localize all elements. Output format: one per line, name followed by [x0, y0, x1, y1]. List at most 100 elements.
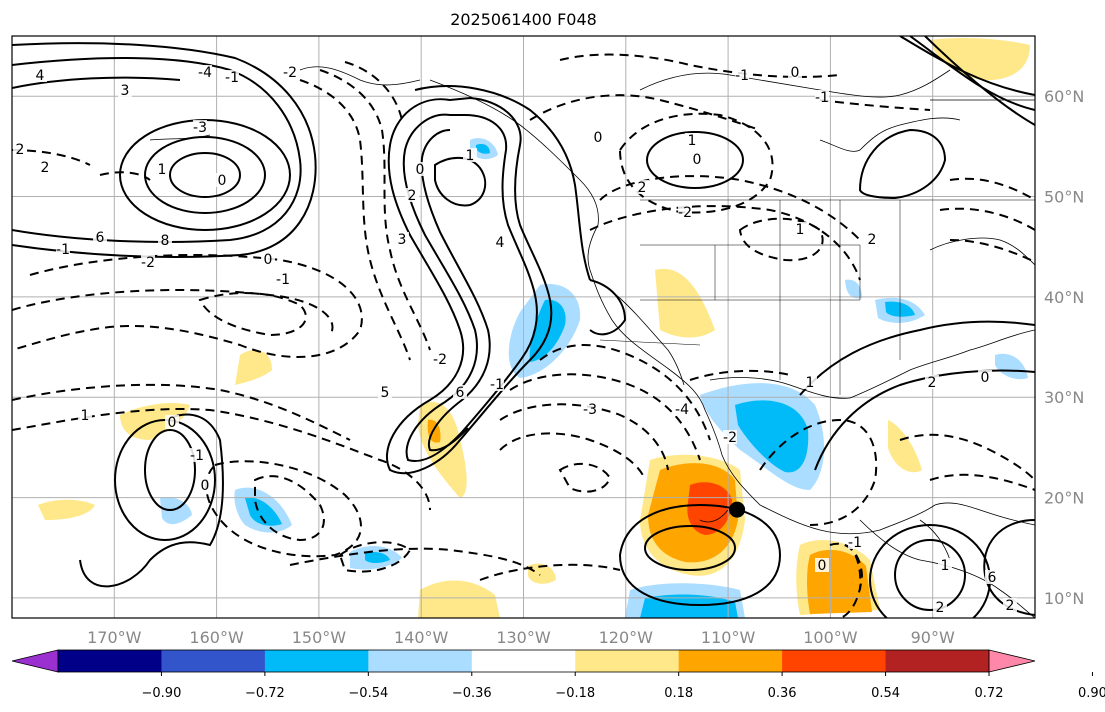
contour-label: -2	[723, 430, 737, 446]
contour-label-bg	[395, 232, 409, 246]
contour-label-bg	[675, 402, 689, 416]
contour-label-bg	[815, 90, 829, 104]
shade-negative-area	[735, 400, 809, 473]
contour-label: 5	[381, 385, 390, 401]
contour-label: 8	[161, 233, 170, 249]
colorbar-segment	[678, 650, 783, 672]
contour-line	[929, 473, 1035, 491]
contour-label-bg	[635, 180, 649, 194]
contour-line	[558, 462, 612, 493]
contour-label-bg	[690, 152, 704, 166]
colorbar-segment	[58, 650, 162, 672]
contour-line	[539, 344, 711, 441]
contour-label-bg	[158, 233, 172, 247]
contour-label-bg	[678, 205, 692, 219]
contour-line	[814, 369, 1035, 471]
contour-label: 1	[81, 408, 90, 424]
shade-negative-area	[476, 143, 490, 154]
contour-label: 0	[818, 558, 827, 574]
colorbar-tick-label: 0.72	[975, 686, 1004, 701]
contour-label: -1	[225, 70, 239, 86]
colorbar-segment	[885, 650, 990, 672]
contour-label: -2	[283, 65, 297, 81]
contour-label: 1	[796, 222, 805, 238]
contour-label: 0	[416, 162, 425, 178]
contour-label: 2	[638, 180, 647, 196]
contour-line	[12, 254, 363, 358]
contour-label-bg	[723, 430, 737, 444]
contour-label: 3	[121, 83, 130, 99]
contour-label: 6	[988, 570, 997, 586]
shade-positive-area	[687, 482, 732, 535]
contour-label-bg	[493, 235, 507, 249]
latitude-label: 60°N	[1044, 87, 1084, 106]
contour-label: 2	[868, 232, 877, 248]
contour-line	[499, 432, 646, 481]
colorbar-arrow-high	[988, 649, 1036, 673]
contour-line	[844, 544, 862, 591]
contour-line	[799, 320, 1035, 396]
contour-label: -4	[198, 65, 212, 81]
contour-line	[894, 539, 966, 611]
longitude-label: 120°W	[599, 628, 654, 647]
contour-label-bg	[938, 558, 952, 572]
contour-line	[644, 525, 736, 571]
map-title: 2025061400 F048	[450, 10, 597, 29]
contour-line	[12, 383, 351, 441]
longitude-label: 170°W	[87, 628, 142, 647]
contour-line	[99, 171, 151, 181]
contour-label-bg	[803, 375, 817, 389]
contour-label-bg	[815, 558, 829, 572]
contour-label: -1	[490, 377, 504, 393]
colorbar-tick-label: −0.36	[452, 686, 492, 701]
contour-label: -4	[675, 402, 689, 418]
longitude-label: 100°W	[803, 628, 858, 647]
colorbar-segment	[782, 650, 887, 672]
contour-line	[79, 413, 224, 588]
contour-line	[829, 542, 864, 618]
contour-label: -3	[193, 120, 207, 136]
contour-line	[618, 112, 774, 214]
contour-label: 0	[693, 152, 702, 168]
contour-label: -1	[848, 535, 862, 551]
contour-label: 1	[941, 558, 950, 574]
contour-label-bg	[190, 448, 204, 462]
contour-label-bg	[453, 385, 467, 399]
contour-label: -1	[735, 68, 749, 84]
contour-label-bg	[13, 142, 27, 156]
longitude-label: 130°W	[496, 628, 551, 647]
shade-positive-area	[235, 350, 272, 385]
shade-positive-area	[528, 563, 556, 584]
contour-line	[144, 136, 266, 214]
latitude-label: 40°N	[1044, 288, 1084, 307]
contour-label: -1	[56, 242, 70, 258]
contour-line	[169, 152, 241, 198]
contour-line	[646, 131, 744, 189]
contour-label-bg	[788, 65, 802, 79]
contour-label-bg	[413, 162, 427, 176]
colorbar-tick-label: −0.72	[245, 686, 285, 701]
contour-label: 2	[41, 160, 50, 176]
contour-line	[909, 36, 1035, 111]
contour-line	[420, 129, 491, 452]
contour-label-bg	[56, 242, 70, 256]
contour-label-bg	[985, 570, 999, 584]
contour-label-bg	[848, 535, 862, 549]
latitude-label: 20°N	[1044, 489, 1084, 508]
shade-negative-area	[365, 551, 390, 563]
contour-label: 0	[168, 415, 177, 431]
contour-line	[402, 113, 538, 462]
contour-label-bg	[433, 352, 447, 366]
contour-label-bg	[225, 70, 239, 84]
contour-label-bg	[685, 133, 699, 147]
colorbar-tick-label: 0.36	[768, 686, 797, 701]
shade-positive-area	[888, 420, 922, 473]
contour-line	[414, 85, 591, 281]
contour-label-bg	[925, 375, 939, 389]
colorbar-segment	[368, 650, 473, 672]
contour-label: 1	[158, 162, 167, 178]
contour-label: 2	[16, 142, 25, 158]
contour-label-bg	[405, 188, 419, 202]
latitude-label: 50°N	[1044, 188, 1084, 207]
